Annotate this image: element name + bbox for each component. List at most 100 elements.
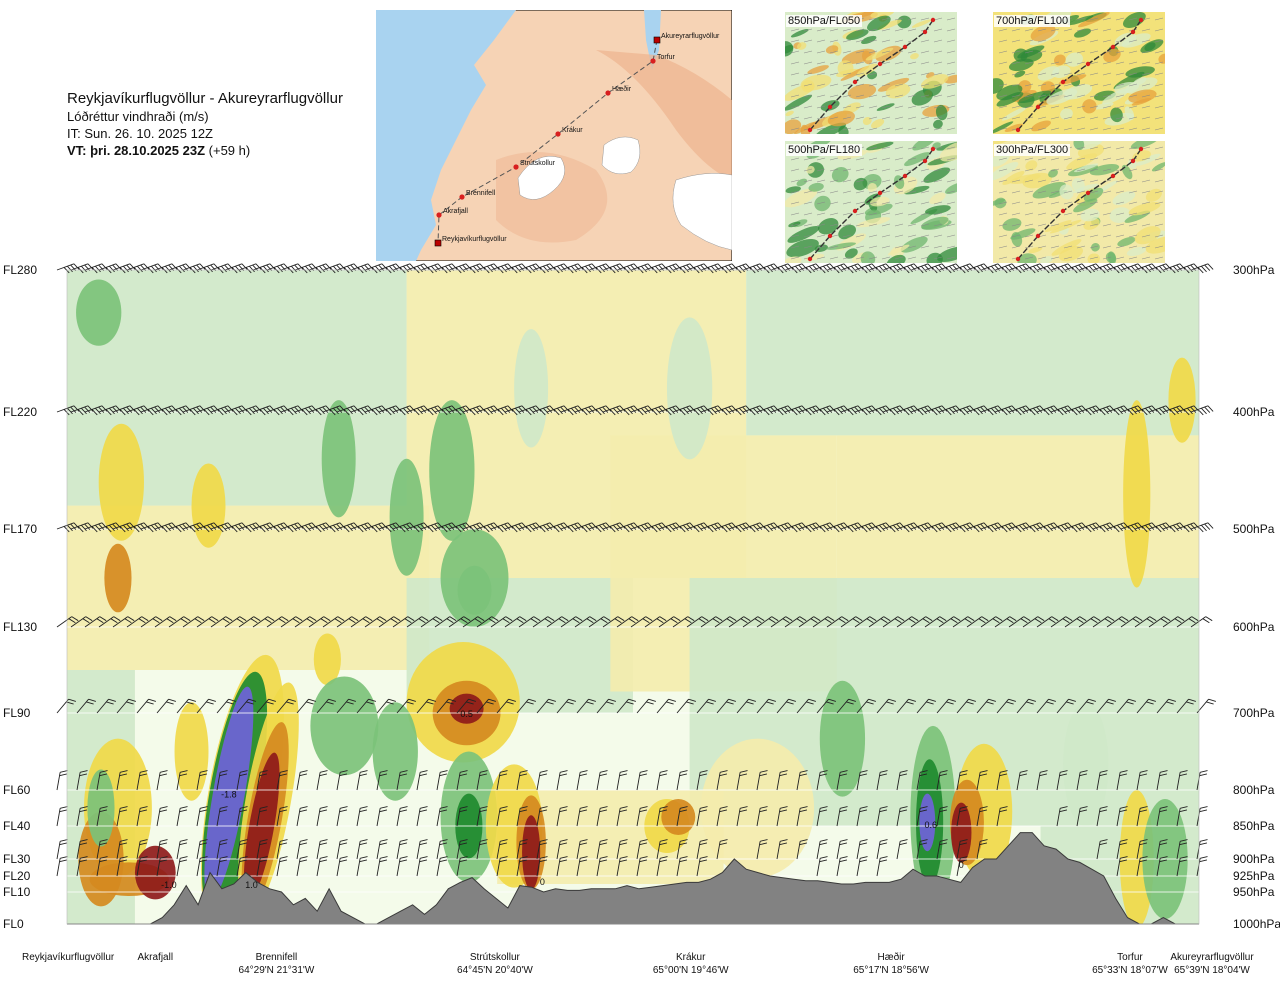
wind-barb [636, 806, 648, 827]
wind-barb [436, 770, 448, 791]
wind-barb [322, 616, 345, 628]
wind-barb [1008, 616, 1031, 628]
wind-barb [1196, 839, 1208, 860]
wind-barb [546, 263, 570, 274]
waypoint-label: Reykjavíkurflugvöllur [22, 952, 115, 963]
wind-barb [966, 616, 989, 628]
inset-label: 300hPa/FL300 [994, 144, 1071, 156]
wind-barb [856, 698, 876, 714]
wind-barb [856, 770, 868, 791]
wind-barb [136, 770, 148, 791]
wind-barb [56, 263, 80, 274]
wind-barb [836, 698, 856, 714]
inset-map-850hpa: 850hPa/FL050 [777, 7, 963, 141]
wind-barb [136, 698, 156, 714]
contour-value-label: 0.5 [460, 709, 473, 719]
wind-barb [378, 405, 402, 416]
wind-barb [316, 839, 328, 860]
wind-barb [756, 806, 768, 827]
wind-barb [836, 770, 848, 791]
wind-barb [714, 616, 737, 628]
wind-barb [1106, 405, 1130, 416]
wind-barb [176, 770, 188, 791]
wind-barb [256, 806, 268, 827]
wind-barb [56, 839, 68, 860]
wind-barb [1050, 522, 1074, 533]
pressure-level-label: 1000hPa [1233, 917, 1280, 931]
wind-barb [536, 770, 548, 791]
wind-barb [952, 263, 976, 274]
wind-barb [294, 405, 318, 416]
wind-barb [140, 616, 163, 628]
pressure-level-label: 300hPa [1233, 263, 1275, 277]
map-point-label: Akureyrarflugvöllur [661, 33, 720, 40]
wind-barb [656, 698, 676, 714]
waypoint-marker [650, 58, 656, 64]
valid-time: VT: þri. 28.10.2025 23Z (+59 h) [67, 142, 387, 159]
map-point-label: Brennifell [466, 190, 496, 197]
wind-barb [356, 806, 368, 827]
wind-barb [182, 405, 206, 416]
wind-barb [756, 616, 779, 628]
wind-barb [696, 839, 708, 860]
wind-barb [756, 839, 768, 860]
wind-barb [476, 522, 500, 533]
wind-barb [504, 405, 528, 416]
wind-barb [924, 405, 948, 416]
wind-barb [518, 522, 542, 533]
wind-barb [1196, 856, 1208, 877]
wind-barb [840, 616, 863, 628]
wind-barb [556, 856, 568, 877]
wind-barb [596, 770, 608, 791]
wind-barb [420, 263, 444, 274]
wind-barb [756, 698, 776, 714]
flight-level-label: FL220 [3, 405, 37, 419]
wind-barb [676, 806, 688, 827]
wind-barb [196, 522, 220, 533]
wind-barb [224, 616, 247, 628]
waypoint-label: Hæðir [877, 951, 905, 963]
wind-barb [236, 698, 256, 714]
wind-barb [356, 770, 368, 791]
wind-barb [490, 522, 514, 533]
wind-barb [840, 522, 864, 533]
wind-barb [276, 806, 288, 827]
wind-barb [476, 616, 499, 628]
waypoint-marker [459, 194, 465, 200]
wind-barb [416, 698, 436, 714]
wind-barb [1136, 698, 1156, 714]
wind-barb [776, 839, 788, 860]
wind-barb [396, 856, 408, 877]
wind-barb [854, 263, 878, 274]
wind-barb [868, 616, 891, 628]
wind-barb [356, 839, 368, 860]
wind-barb [644, 616, 667, 628]
wind-barb [896, 522, 920, 533]
pressure-level-label: 925hPa [1233, 869, 1275, 883]
wind-barb [910, 263, 934, 274]
wind-barb [952, 522, 976, 533]
wind-barb [656, 839, 668, 860]
wind-barb [1176, 405, 1200, 416]
wind-barb [1106, 616, 1129, 628]
wind-barb [856, 839, 868, 860]
waypoint-marker [436, 212, 442, 218]
wind-barb [816, 856, 828, 877]
wind-barb [924, 522, 948, 533]
wind-barb [434, 616, 457, 628]
wind-barb [676, 770, 688, 791]
wind-barb [490, 616, 513, 628]
waypoint-label: Akureyrarflugvöllur [1170, 952, 1254, 963]
wind-barb [376, 839, 388, 860]
wind-barb [196, 616, 219, 628]
wind-barb [1116, 698, 1136, 714]
wind-barb [296, 698, 316, 714]
wind-barb [596, 856, 608, 877]
wind-barb [476, 839, 488, 860]
wind-barb [1116, 770, 1128, 791]
wind-barb [784, 263, 808, 274]
wind-barb [236, 770, 248, 791]
wind-barb [216, 839, 228, 860]
wind-barb [616, 616, 639, 628]
wind-barb [938, 405, 962, 416]
